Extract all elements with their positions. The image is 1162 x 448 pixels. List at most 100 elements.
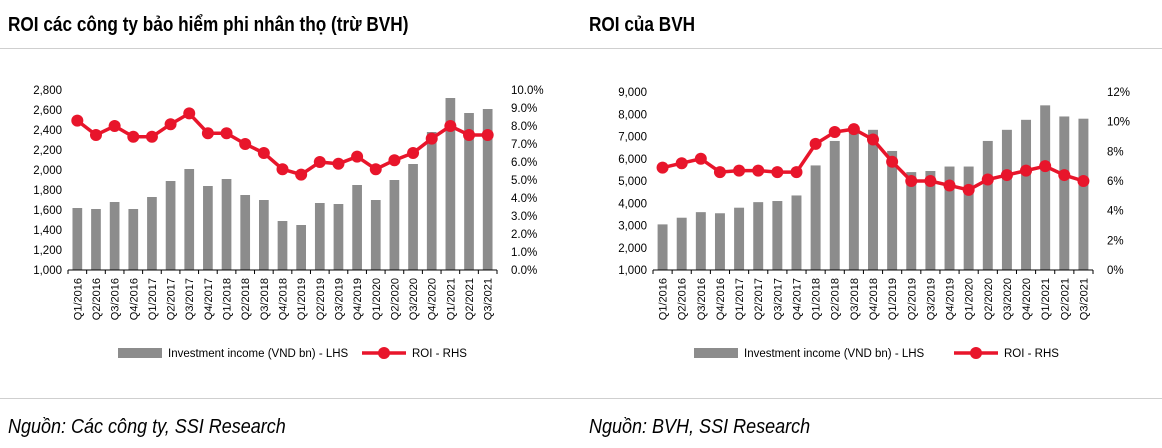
right-x-axis-label: Q2/2021	[1059, 278, 1071, 320]
left-right-axis-tick: 6.0%	[511, 157, 537, 169]
left-left-axis-tick: 2,000	[33, 165, 62, 177]
right-bar-q3-2020	[1001, 129, 1012, 270]
left-left-axis-tick: 1,600	[33, 205, 62, 217]
left-roi-point-q2-2019	[313, 156, 326, 168]
left-bar-q1-2017	[147, 197, 157, 270]
left-right-axis-tick: 8.0%	[511, 121, 537, 133]
left-right-axis-tick: 3.0%	[511, 211, 537, 223]
left-source-note: Nguồn: Các công ty, SSI Research	[8, 416, 286, 438]
left-bar-q2-2021	[464, 113, 474, 270]
top-divider	[0, 48, 1162, 49]
right-bar-q3-2021	[1078, 118, 1089, 270]
right-x-axis-label: Q1/2018	[811, 278, 823, 320]
left-roi-point-q1-2020	[369, 163, 382, 176]
left-roi-point-q2-2017	[164, 118, 177, 131]
left-bar-q1-2019	[296, 225, 307, 270]
right-roi-point-q4-2020	[1020, 164, 1033, 177]
left-roi-point-q1-2017	[145, 130, 158, 143]
right-x-axis-label: Q3/2020	[1002, 278, 1014, 320]
right-x-axis-label: Q1/2016	[658, 278, 670, 320]
left-right-axis-tick: 10.0%	[511, 85, 544, 97]
left-x-axis-label: Q2/2021	[464, 278, 476, 320]
left-x-axis-label: Q3/2020	[408, 278, 420, 320]
right-x-axis-label: Q1/2020	[964, 278, 976, 320]
right-right-axis-tick: 8%	[1107, 146, 1124, 158]
left-bar-q2-2017	[165, 181, 176, 270]
right-roi-point-q1-2017	[733, 164, 746, 177]
right-bar-q2-2021	[1059, 116, 1070, 270]
right-roi-point-q3-2018	[847, 123, 860, 136]
right-right-axis-tick: 6%	[1107, 176, 1124, 188]
left-chart: 1,000 1,200 1,400 1,600 1,800 2,000 2,200 2,400…	[33, 85, 544, 360]
left-bar-q4-2020	[426, 132, 437, 270]
left-bar-q1-2021	[445, 98, 456, 270]
right-x-axis-label: Q2/2020	[983, 278, 995, 320]
left-bar-q2-2018	[240, 195, 251, 270]
right-roi-point-q3-2020	[1000, 169, 1013, 182]
right-left-axis-tick: 8,000	[618, 109, 647, 121]
right-bar-q1-2020	[963, 166, 974, 270]
left-x-axis-label: Q1/2017	[147, 278, 159, 320]
left-bar-q4-2018	[277, 221, 288, 270]
right-x-axis-label: Q4/2018	[868, 278, 880, 320]
right-bar-q4-2017	[791, 195, 802, 270]
left-bar-q3-2021	[482, 109, 493, 270]
left-legend-bar-label: Investment income (VND bn) - LHS	[168, 348, 349, 360]
right-left-axis-tick: 2,000	[618, 243, 647, 255]
left-bar-q3-2016	[109, 202, 120, 270]
right-right-axis-tick: 4%	[1107, 206, 1124, 218]
left-right-axis-tick: 0.0%	[511, 265, 537, 277]
left-bar-q4-2017	[203, 186, 213, 270]
right-chart-panel: ROI của BVH 1,000 2,000 3,000 4,000 5,000 6,0…	[581, 0, 1162, 448]
right-roi-point-q4-2018	[867, 133, 879, 146]
right-right-axis-tick: 10%	[1107, 117, 1130, 129]
left-left-axis-tick: 2,200	[33, 145, 62, 157]
left-right-axis-tick: 7.0%	[511, 139, 537, 151]
right-chart: 1,000 2,000 3,000 4,000 5,000 6,000 7,000 8,000…	[618, 87, 1130, 360]
right-bar-q2-2019	[906, 172, 917, 270]
left-bar-q4-2019	[352, 185, 362, 270]
right-roi-point-q1-2020	[962, 183, 975, 196]
right-roi-point-q2-2021	[1058, 169, 1071, 182]
left-bar-q2-2020	[389, 180, 400, 270]
right-legend-line-label: ROI - RHS	[1004, 348, 1059, 360]
left-left-axis-tick: 1,400	[33, 225, 62, 237]
right-roi-point-q3-2019	[924, 175, 937, 187]
left-x-axis-label: Q1/2021	[445, 278, 457, 320]
right-x-axis-label: Q3/2018	[849, 278, 861, 320]
left-x-axis-label: Q2/2018	[240, 278, 252, 320]
right-x-axis-label: Q1/2017	[734, 278, 746, 320]
left-roi-point-q1-2019	[295, 168, 308, 181]
left-x-axis-label: Q3/2016	[110, 278, 122, 320]
left-right-axis-tick: 5.0%	[511, 175, 537, 187]
right-x-axis-label: Q4/2020	[1021, 278, 1033, 320]
left-x-axis-label: Q2/2016	[91, 278, 103, 320]
right-roi-point-q3-2017	[771, 166, 784, 179]
left-roi-point-q2-2018	[239, 138, 252, 150]
left-x-axis-label: Q4/2019	[352, 278, 364, 320]
right-roi-point-q4-2017	[790, 166, 803, 179]
right-x-axis-label: Q2/2018	[830, 278, 842, 320]
left-chart-panel: ROI các công ty bảo hiểm phi nhân thọ (t…	[8, 14, 544, 438]
right-x-axis-label: Q2/2017	[753, 278, 765, 320]
right-x-axis-label: Q3/2017	[772, 278, 784, 320]
left-left-axis-tick: 1,000	[33, 265, 62, 277]
right-roi-point-q1-2016	[656, 161, 669, 174]
left-roi-point-q2-2020	[388, 154, 401, 167]
right-roi-point-q1-2019	[886, 155, 899, 168]
right-chart-title: ROI của BVH	[589, 14, 696, 36]
left-roi-point-q3-2020	[407, 147, 420, 159]
right-bar-q1-2018	[810, 165, 821, 270]
left-legend-line-marker	[378, 347, 390, 359]
left-right-axis-tick: 4.0%	[511, 193, 537, 205]
right-bar-q4-2020	[1021, 119, 1032, 270]
right-x-axis-label: Q3/2016	[696, 278, 708, 320]
left-left-axis-tick: 2,600	[33, 105, 62, 117]
left-x-axis-label: Q1/2019	[296, 278, 308, 320]
left-x-axis-label: Q4/2020	[427, 278, 439, 320]
left-bar-q3-2018	[258, 200, 269, 270]
right-bar-q4-2018	[868, 129, 878, 270]
left-roi-point-q2-2021	[463, 129, 476, 141]
right-right-axis-tick: 0%	[1107, 265, 1124, 277]
left-right-axis-tick: 9.0%	[511, 103, 537, 115]
